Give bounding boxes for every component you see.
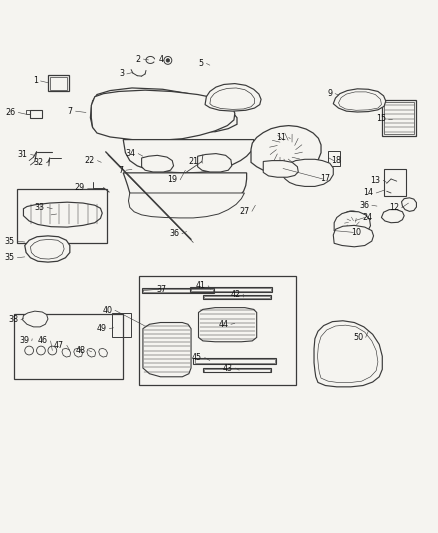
Bar [138, 276, 295, 385]
Text: 13: 13 [370, 176, 380, 185]
Polygon shape [381, 209, 403, 223]
Text: 9: 9 [327, 89, 332, 98]
Polygon shape [317, 325, 377, 383]
Polygon shape [197, 154, 231, 172]
Bar [14, 314, 123, 379]
Text: 1: 1 [33, 76, 38, 85]
Text: 40: 40 [102, 306, 112, 315]
Text: 34: 34 [125, 149, 135, 158]
Polygon shape [30, 239, 64, 259]
Text: 38: 38 [8, 316, 18, 325]
Bar [381, 100, 416, 136]
Polygon shape [123, 173, 246, 211]
Text: 43: 43 [222, 364, 232, 373]
Text: 45: 45 [191, 353, 201, 362]
Text: 21: 21 [188, 157, 198, 166]
Polygon shape [62, 349, 71, 357]
Text: 36: 36 [169, 229, 179, 238]
Text: 32: 32 [33, 158, 43, 167]
Bar [194, 359, 274, 363]
Polygon shape [280, 159, 332, 187]
Text: 27: 27 [238, 207, 249, 216]
Polygon shape [251, 126, 320, 174]
Polygon shape [25, 236, 70, 262]
Text: 36: 36 [358, 201, 368, 209]
Polygon shape [87, 349, 95, 357]
Polygon shape [209, 88, 254, 109]
Text: 39: 39 [19, 336, 29, 345]
Polygon shape [91, 90, 234, 141]
Text: 12: 12 [388, 204, 398, 212]
Polygon shape [22, 311, 48, 327]
Polygon shape [90, 88, 237, 132]
Text: 49: 49 [96, 324, 106, 333]
Text: 3: 3 [119, 69, 124, 78]
Text: 33: 33 [34, 203, 44, 212]
Polygon shape [205, 84, 261, 111]
Text: 50: 50 [352, 333, 362, 342]
Bar [141, 288, 213, 293]
Text: 22: 22 [85, 156, 95, 165]
Text: 18: 18 [330, 156, 340, 165]
Polygon shape [338, 92, 381, 110]
Bar [48, 75, 69, 92]
Text: 19: 19 [167, 175, 177, 184]
Text: 35: 35 [4, 253, 14, 262]
Polygon shape [332, 225, 373, 247]
Polygon shape [313, 321, 381, 387]
Polygon shape [143, 322, 191, 377]
Text: 46: 46 [38, 336, 48, 345]
Text: 48: 48 [76, 346, 86, 355]
Text: 47: 47 [54, 341, 64, 350]
Text: 41: 41 [195, 281, 205, 290]
Text: 31: 31 [18, 150, 28, 159]
Bar [204, 296, 269, 298]
Text: 37: 37 [156, 285, 166, 294]
Bar [383, 169, 406, 196]
Bar [202, 295, 270, 300]
Text: 17: 17 [319, 174, 329, 183]
Polygon shape [401, 198, 416, 212]
Polygon shape [128, 193, 244, 218]
Bar [26, 110, 30, 114]
Bar [191, 287, 271, 291]
Bar [29, 110, 42, 118]
Text: 29: 29 [74, 183, 85, 192]
Polygon shape [141, 155, 173, 172]
Bar [112, 313, 131, 337]
Text: 5: 5 [198, 59, 203, 68]
Bar [202, 368, 270, 373]
Bar [384, 102, 413, 134]
Polygon shape [332, 89, 385, 112]
Bar [204, 369, 269, 372]
Text: 35: 35 [4, 237, 14, 246]
Text: 15: 15 [375, 114, 385, 123]
Text: 11: 11 [276, 133, 286, 142]
Text: 24: 24 [361, 213, 371, 222]
Polygon shape [198, 308, 256, 342]
Text: 7: 7 [118, 166, 123, 175]
Text: 2: 2 [135, 54, 141, 63]
Text: 42: 42 [230, 289, 240, 298]
Polygon shape [74, 349, 82, 357]
Bar [327, 150, 339, 166]
Text: 10: 10 [350, 228, 360, 237]
Polygon shape [23, 202, 102, 227]
Circle shape [166, 59, 169, 62]
Bar [193, 358, 275, 364]
Text: 4: 4 [158, 54, 163, 63]
Polygon shape [99, 349, 107, 357]
Text: 44: 44 [218, 320, 228, 329]
Bar [189, 287, 272, 292]
Polygon shape [123, 140, 253, 173]
Text: 7: 7 [67, 107, 73, 116]
Bar [17, 189, 107, 243]
Bar [49, 77, 67, 90]
Bar [143, 289, 212, 292]
Text: 14: 14 [363, 189, 373, 198]
Text: 26: 26 [5, 108, 15, 117]
Polygon shape [263, 160, 297, 177]
Polygon shape [333, 212, 370, 238]
